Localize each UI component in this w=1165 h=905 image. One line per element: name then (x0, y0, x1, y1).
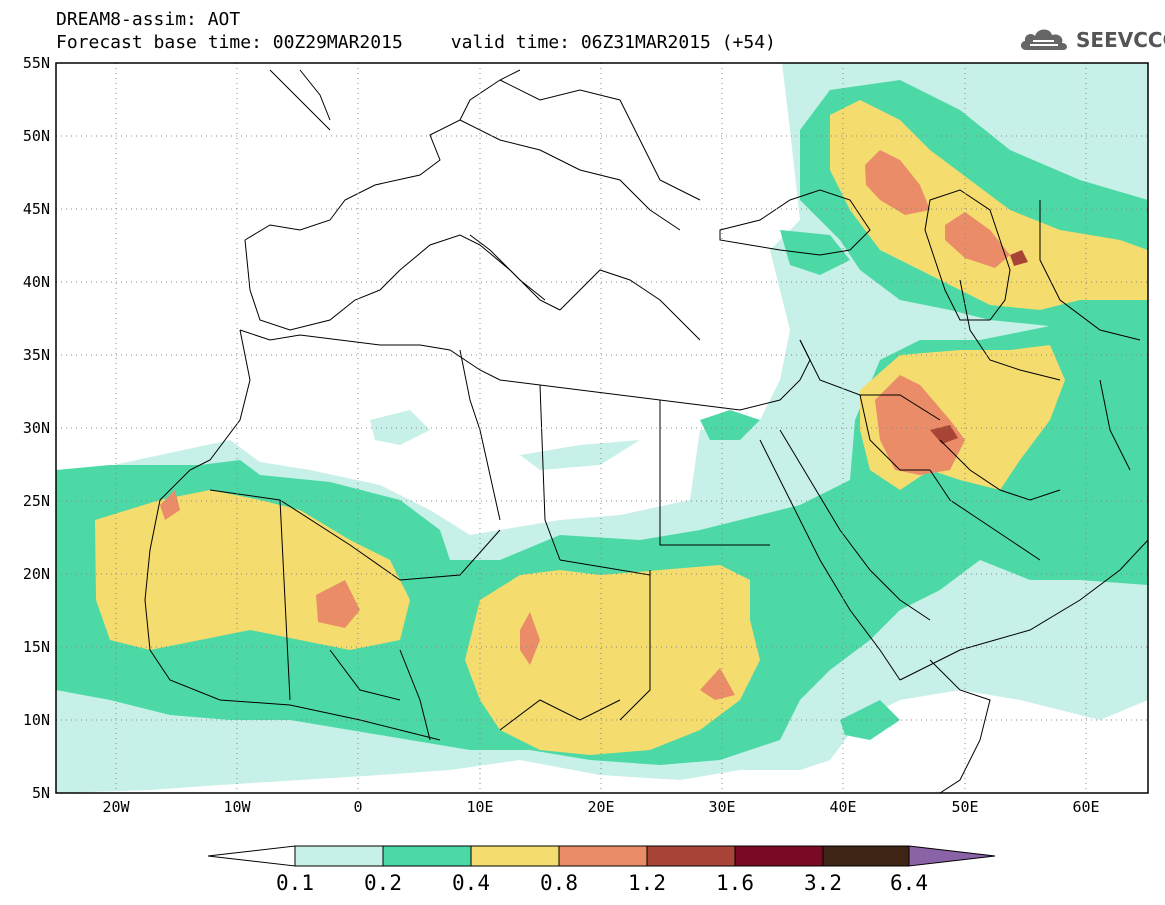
lat-tick-label: 35N (23, 346, 50, 364)
lon-tick-label: 30E (708, 798, 735, 816)
aot-level-0.8 (160, 150, 1010, 700)
lon-tick-label: 50E (951, 798, 978, 816)
lat-tick-label: 40N (23, 273, 50, 291)
seevccc-logo: SEEVCCC (1018, 24, 1165, 54)
base-time: Forecast base time: 00Z29MAR2015 (56, 32, 403, 53)
colorbar-label: 0.2 (364, 871, 402, 895)
lon-tick-label: 10E (466, 798, 493, 816)
colorbar: 0.1 0.2 0.4 0.8 1.2 1.6 3.2 6.4 (207, 845, 996, 895)
gridlines (56, 63, 1148, 793)
borders (144, 69, 1148, 793)
aot-level-1.2 (930, 250, 1028, 444)
colorbar-under-arrow (207, 845, 296, 867)
colorbar-label: 1.2 (628, 871, 666, 895)
aot-field (56, 63, 1148, 793)
colorbar-swatch (558, 845, 648, 867)
colorbar-label: 6.4 (890, 871, 928, 895)
colorbar-label: 0.1 (276, 871, 314, 895)
lon-tick-label: 20W (102, 798, 130, 816)
lon-tick-label: 40E (829, 798, 856, 816)
lat-tick-label: 45N (23, 200, 50, 218)
lat-tick-label: 20N (23, 565, 50, 583)
lon-tick-label: 20E (587, 798, 614, 816)
lat-axis: 5N 10N 15N 20N 25N 30N 35N 40N 45N 50N 5… (23, 54, 50, 802)
forecast-times: Forecast base time: 00Z29MAR2015 valid ti… (56, 33, 776, 53)
colorbar-swatch (734, 845, 824, 867)
lon-tick-label: 0 (353, 798, 362, 816)
colorbar-label: 0.4 (452, 871, 490, 895)
logo-text: SEEVCCC (1076, 28, 1165, 52)
lat-tick-label: 10N (23, 711, 50, 729)
colorbar-over-arrow (908, 845, 996, 867)
lat-tick-label: 5N (32, 784, 50, 802)
lon-axis: 20W 10W 0 10E 20E 30E 40E 50E 60E (102, 798, 1099, 816)
lat-tick-label: 15N (23, 638, 50, 656)
colorbar-swatch (382, 845, 472, 867)
cloud-icon (1020, 29, 1068, 50)
colorbar-swatch (470, 845, 560, 867)
valid-time: valid time: 06Z31MAR2015 (+54) (450, 32, 776, 53)
lat-tick-label: 30N (23, 419, 50, 437)
colorbar-label: 3.2 (804, 871, 842, 895)
colorbar-label: 1.6 (716, 871, 754, 895)
lat-tick-label: 50N (23, 127, 50, 145)
lat-tick-label: 25N (23, 492, 50, 510)
colorbar-swatch (646, 845, 736, 867)
lat-tick-label: 55N (23, 54, 50, 72)
plot-frame (55, 62, 1149, 794)
colorbar-swatch (294, 845, 384, 867)
lon-tick-label: 10W (223, 798, 251, 816)
colorbar-swatch (822, 845, 910, 867)
colorbar-label: 0.8 (540, 871, 578, 895)
lon-tick-label: 60E (1072, 798, 1099, 816)
map-title: DREAM8-assim: AOT (56, 9, 241, 30)
